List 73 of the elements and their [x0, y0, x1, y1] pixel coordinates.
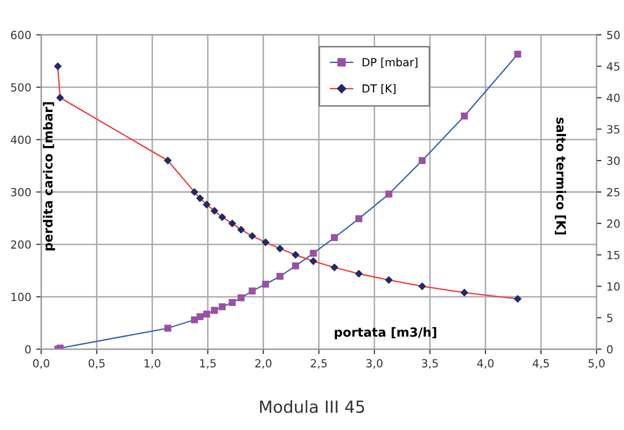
- x-tick-label: 0,0: [33, 359, 50, 369]
- point: [292, 250, 300, 259]
- point: [210, 306, 218, 314]
- point: [54, 62, 62, 70]
- point: [56, 94, 64, 102]
- point: [354, 270, 363, 278]
- point: [238, 294, 245, 302]
- point: [330, 234, 338, 242]
- point: [196, 313, 204, 320]
- point: [418, 157, 426, 164]
- x-tick-label: 3,0: [366, 359, 382, 369]
- x-tick-label: 1,5: [200, 359, 216, 369]
- y-tick-label: 100: [11, 292, 31, 302]
- point: [276, 272, 284, 280]
- x-axis-title: portata [m3/h]: [334, 327, 436, 340]
- point: [262, 238, 270, 246]
- point: [385, 190, 392, 198]
- y-tick-label: 400: [10, 136, 31, 144]
- point: [202, 200, 211, 208]
- y-tick-label: 600: [11, 30, 31, 40]
- text: Modula III 45: [260, 400, 364, 414]
- point: [262, 280, 270, 288]
- x-tick-label: 4,0: [477, 359, 494, 369]
- point: [196, 194, 204, 202]
- point: [514, 294, 522, 303]
- point: [310, 250, 317, 257]
- point: [203, 310, 210, 318]
- point: [292, 262, 300, 270]
- x-tick-label: 0,5: [88, 359, 105, 369]
- y-tick-label: 500: [11, 83, 31, 92]
- point: [514, 50, 522, 58]
- y2-tick-label: 45: [606, 62, 620, 71]
- point: [248, 288, 256, 294]
- y2-axis-title: salto termico [K]: [554, 118, 566, 234]
- y2-tick-label: 35: [607, 125, 620, 134]
- y2-tick-label: 10: [607, 282, 620, 291]
- y2-tick-label: 5: [607, 314, 612, 322]
- y2-tick-label: 25: [607, 188, 620, 196]
- point: [190, 188, 198, 196]
- y-tick-label: 300: [11, 188, 31, 196]
- point: [237, 226, 246, 234]
- x-tick-label: 2,0: [255, 359, 272, 369]
- point: [418, 282, 426, 290]
- point: [210, 206, 218, 215]
- point: [309, 257, 318, 266]
- y-axis-title: perdita carico [mbar]: [42, 102, 56, 250]
- point: [355, 215, 362, 222]
- point: [330, 264, 338, 272]
- x-tick-label: 5,0: [588, 359, 605, 369]
- y2-tick-label: 30: [607, 156, 620, 165]
- point: [384, 276, 393, 284]
- x-tick-label: 2,5: [310, 359, 327, 369]
- x-tick-label: 1,0: [144, 359, 160, 369]
- y-tick-label: 0: [25, 345, 31, 354]
- legend-label: DT [K]: [362, 84, 396, 94]
- y2-tick-label: 40: [606, 94, 620, 102]
- y2-tick-label: 20: [607, 219, 620, 228]
- point: [460, 112, 468, 120]
- point: [228, 220, 236, 228]
- y2-tick-label: 0: [607, 345, 613, 354]
- point: [460, 288, 468, 297]
- y2-tick-label: 15: [607, 250, 620, 260]
- legend-label: DP [mbar]: [362, 58, 418, 68]
- point: [276, 244, 284, 253]
- point: [164, 156, 172, 164]
- point: [218, 213, 226, 222]
- x-tick-label: 4,5: [532, 359, 549, 369]
- point: [164, 324, 172, 332]
- y2-tick-label: 50: [607, 30, 620, 40]
- point: [228, 299, 236, 306]
- y-tick-label: 200: [11, 240, 31, 249]
- point: [248, 232, 256, 240]
- x-tick-label: 3,5: [422, 359, 438, 369]
